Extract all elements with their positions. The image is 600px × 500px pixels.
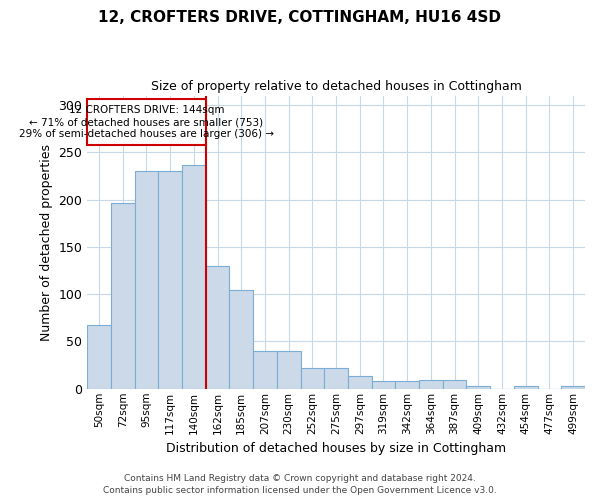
Text: 12, CROFTERS DRIVE, COTTINGHAM, HU16 4SD: 12, CROFTERS DRIVE, COTTINGHAM, HU16 4SD <box>98 10 502 25</box>
FancyBboxPatch shape <box>87 100 206 144</box>
Bar <box>158 171 182 389</box>
Bar <box>206 266 229 389</box>
Bar <box>348 376 371 389</box>
Bar <box>395 381 419 389</box>
Y-axis label: Number of detached properties: Number of detached properties <box>40 144 53 340</box>
Bar <box>182 164 206 389</box>
X-axis label: Distribution of detached houses by size in Cottingham: Distribution of detached houses by size … <box>166 442 506 455</box>
Bar <box>443 380 466 389</box>
Bar <box>371 381 395 389</box>
Bar <box>111 204 134 389</box>
Bar <box>466 386 490 389</box>
Title: Size of property relative to detached houses in Cottingham: Size of property relative to detached ho… <box>151 80 521 93</box>
Bar <box>301 368 324 389</box>
Bar <box>277 351 301 389</box>
Bar <box>324 368 348 389</box>
Bar <box>514 386 538 389</box>
Text: 12 CROFTERS DRIVE: 144sqm: 12 CROFTERS DRIVE: 144sqm <box>68 104 224 115</box>
Bar <box>561 386 585 389</box>
Text: 29% of semi-detached houses are larger (306) →: 29% of semi-detached houses are larger (… <box>19 130 274 140</box>
Bar <box>87 326 111 389</box>
Bar <box>253 351 277 389</box>
Text: ← 71% of detached houses are smaller (753): ← 71% of detached houses are smaller (75… <box>29 117 263 127</box>
Bar <box>419 380 443 389</box>
Bar <box>134 171 158 389</box>
Bar <box>229 290 253 389</box>
Text: Contains HM Land Registry data © Crown copyright and database right 2024.
Contai: Contains HM Land Registry data © Crown c… <box>103 474 497 495</box>
